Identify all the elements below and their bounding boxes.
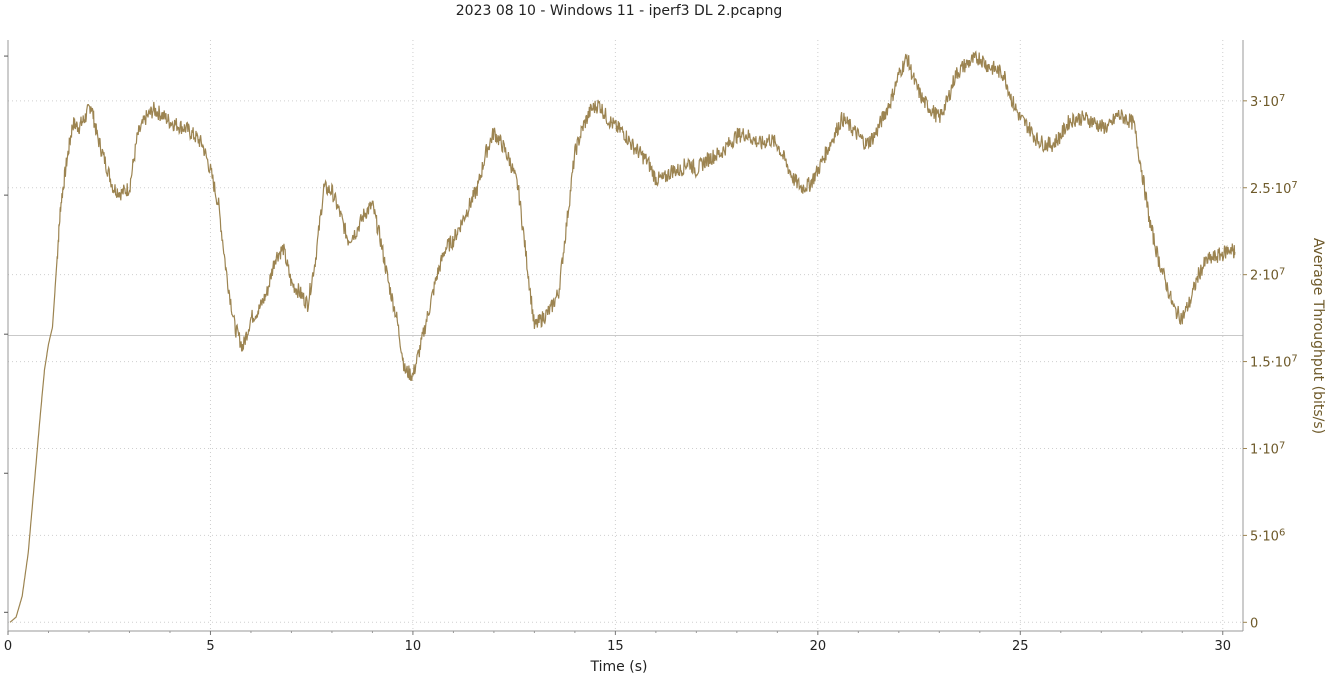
x-axis-label: Time (s) — [590, 659, 648, 675]
y-tick-label: 5·106 — [1250, 527, 1285, 544]
y-tick-label: 1·107 — [1250, 440, 1285, 457]
chart-title: 2023 08 10 - Windows 11 - iperf3 DL 2.pc… — [456, 3, 782, 19]
y-axis-ticks: 0 5·106 1·107 1.5·107 2·107 2.5·107 3·107 — [1243, 93, 1298, 631]
x-tick-label: 0 — [4, 639, 12, 654]
left-axis-ticks — [4, 55, 8, 613]
y-tick-label: 2.5·107 — [1250, 180, 1298, 197]
y-tick-label: 0 — [1250, 616, 1258, 631]
x-tick-label: 5 — [206, 639, 214, 654]
x-tick-label: 10 — [405, 639, 422, 654]
y-tick-label: 3·107 — [1250, 93, 1285, 110]
y-axis-label: Average Throughput (bits/s) — [1310, 238, 1326, 434]
x-tick-label: 15 — [607, 639, 624, 654]
x-tick-label: 30 — [1214, 639, 1231, 654]
x-tick-label: 25 — [1012, 639, 1029, 654]
x-tick-label: 20 — [810, 639, 827, 654]
x-axis-ticks: 0 5 10 15 20 25 30 — [4, 631, 1231, 654]
series-line — [9, 50, 1236, 623]
y-tick-label: 1.5·107 — [1250, 354, 1298, 371]
grid — [8, 40, 1243, 631]
y-tick-label: 2·107 — [1250, 267, 1285, 284]
